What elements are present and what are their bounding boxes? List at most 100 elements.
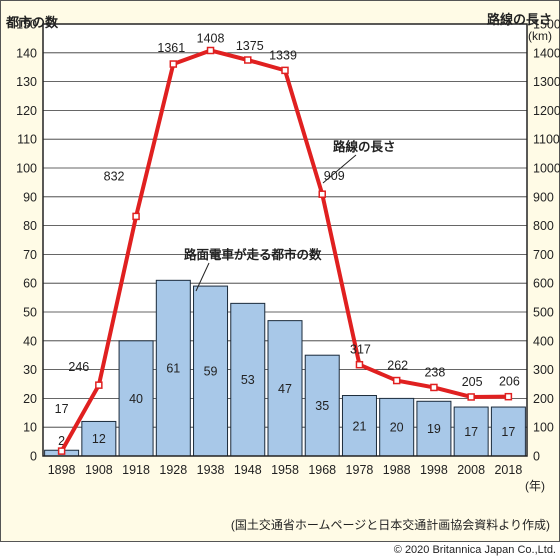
- left-tick-label: 10: [23, 421, 37, 435]
- right-tick-label: 900: [533, 190, 554, 204]
- left-tick-label: 40: [23, 334, 37, 348]
- right-tick-label: 700: [533, 248, 554, 262]
- left-tick-label: 80: [23, 219, 37, 233]
- left-axis-title: 都市の数: [5, 15, 59, 30]
- x-axis-unit: (年): [525, 479, 545, 493]
- bar-value-label: 40: [129, 392, 143, 406]
- gridlines: [43, 52, 527, 428]
- bar: [81, 420, 117, 457]
- copyright-text: © 2020 Britannica Japan Co.,Ltd.: [393, 544, 556, 556]
- right-axis-title: 路線の長さ: [487, 12, 552, 27]
- line-value-label: 909: [324, 169, 345, 183]
- bar-value-label: 17: [501, 425, 515, 439]
- bar-line-chart: 2 12 40 61 59 53 47 35 21 20 19 17 17 17 246 832 1361 14…: [5, 12, 560, 532]
- right-tick-label: 400: [533, 334, 554, 348]
- line-value-label: 832: [104, 169, 125, 183]
- line-marker: [206, 46, 215, 55]
- x-tick-label: 1898: [48, 463, 76, 477]
- left-tick-label: 140: [16, 46, 37, 60]
- right-tick-label: 1200: [533, 104, 560, 118]
- right-tick-label: 600: [533, 277, 554, 291]
- right-tick-label: 0: [533, 450, 540, 464]
- bar-value-label: 61: [166, 362, 180, 376]
- line-value-label: 1375: [236, 39, 264, 53]
- left-tick-label: 130: [16, 75, 37, 89]
- right-tick-label: 500: [533, 306, 554, 320]
- right-axis-unit: (km): [528, 29, 552, 43]
- line-marker: [318, 190, 326, 198]
- left-tick-label: 50: [23, 306, 37, 320]
- line-marker: [430, 383, 438, 392]
- source-note: (国土交通省ホームページと日本交通計画協会資料より作成): [231, 517, 550, 532]
- x-tick-label: 1908: [85, 463, 113, 477]
- line-marker: [355, 360, 364, 369]
- bar-value-label: 17: [464, 425, 478, 439]
- line-value-label: 246: [68, 360, 89, 374]
- left-tick-label: 100: [16, 162, 37, 176]
- x-tick-label: 1918: [122, 463, 150, 477]
- line-value-label: 317: [350, 343, 371, 357]
- bar: [230, 302, 266, 457]
- bar: [118, 340, 154, 457]
- right-tick-label: 100: [533, 421, 554, 435]
- bar-series-label: 路面電車が走る都市の数: [184, 247, 322, 262]
- left-axis-ticks: 0 10 20 30 40 50 60 70 80 90 100 110 120 130 140 150: [16, 18, 37, 464]
- bar-value-label: 2: [58, 434, 65, 448]
- bar: [304, 354, 340, 457]
- line-value-label: 17: [55, 402, 69, 416]
- plot-border: [42, 23, 528, 457]
- bar: [453, 406, 489, 457]
- bar: [490, 406, 526, 457]
- line-value-label: 262: [387, 359, 408, 373]
- bar-value-label: 35: [315, 399, 329, 413]
- right-axis-ticks: 0 100 200 300 400 500 600 700 800 900 1000 1100 1200…: [533, 18, 560, 464]
- line-value-label: 1339: [269, 48, 297, 62]
- left-tick-label: 110: [17, 133, 37, 147]
- x-tick-label: 1998: [420, 463, 448, 477]
- left-tick-label: 60: [23, 277, 37, 291]
- line-value-label: 1361: [157, 41, 185, 55]
- bar-value-label: 59: [204, 365, 218, 379]
- right-tick-label: 1300: [533, 75, 560, 89]
- right-tick-label: 1400: [533, 46, 560, 60]
- line-value-label: 205: [462, 375, 483, 389]
- line-marker: [467, 393, 475, 401]
- x-tick-label: 2018: [494, 463, 522, 477]
- left-tick-label: 120: [16, 104, 37, 118]
- bar: [416, 400, 452, 457]
- right-tick-label: 1100: [533, 133, 560, 147]
- bar-series-leader: [195, 262, 210, 292]
- bar: [193, 285, 229, 457]
- left-tick-label: 70: [23, 248, 37, 262]
- bar-value-label: 20: [390, 421, 404, 435]
- line-marker: [57, 447, 66, 455]
- right-tick-label: 1500: [533, 18, 560, 32]
- bar-value-label: 19: [427, 422, 441, 436]
- line-value-label: 206: [499, 375, 520, 389]
- line-marker: [504, 392, 513, 401]
- x-tick-label: 1938: [197, 463, 225, 477]
- bar-series: [44, 279, 526, 457]
- line-value-labels: 17 246 832 1361 1408 1375 1339 909 317 262 238 205 2…: [55, 31, 520, 416]
- left-tick-label: 150: [16, 18, 37, 32]
- line-value-label: 238: [424, 365, 445, 379]
- bar-value-label: 53: [241, 373, 255, 387]
- right-tick-label: 300: [533, 363, 554, 377]
- bar: [379, 397, 415, 457]
- line-marker: [132, 212, 140, 221]
- line-marker: [244, 56, 252, 64]
- right-tick-label: 1000: [533, 162, 560, 176]
- left-tick-label: 20: [23, 392, 37, 406]
- bar-value-label: 12: [92, 432, 106, 446]
- line-value-label: 1408: [197, 31, 225, 45]
- x-tick-label: 1988: [383, 463, 411, 477]
- line-markers: [57, 46, 513, 455]
- x-tick-label: 1928: [159, 463, 187, 477]
- x-axis-ticks: 1898 1908 1918 1928 1938 1948 1958 1968 1978 1988…: [48, 463, 523, 477]
- x-tick-label: 1958: [271, 463, 299, 477]
- line-marker: [169, 60, 178, 68]
- x-tick-label: 1948: [234, 463, 262, 477]
- bar-value-label: 47: [278, 382, 292, 396]
- left-tick-label: 0: [30, 450, 37, 464]
